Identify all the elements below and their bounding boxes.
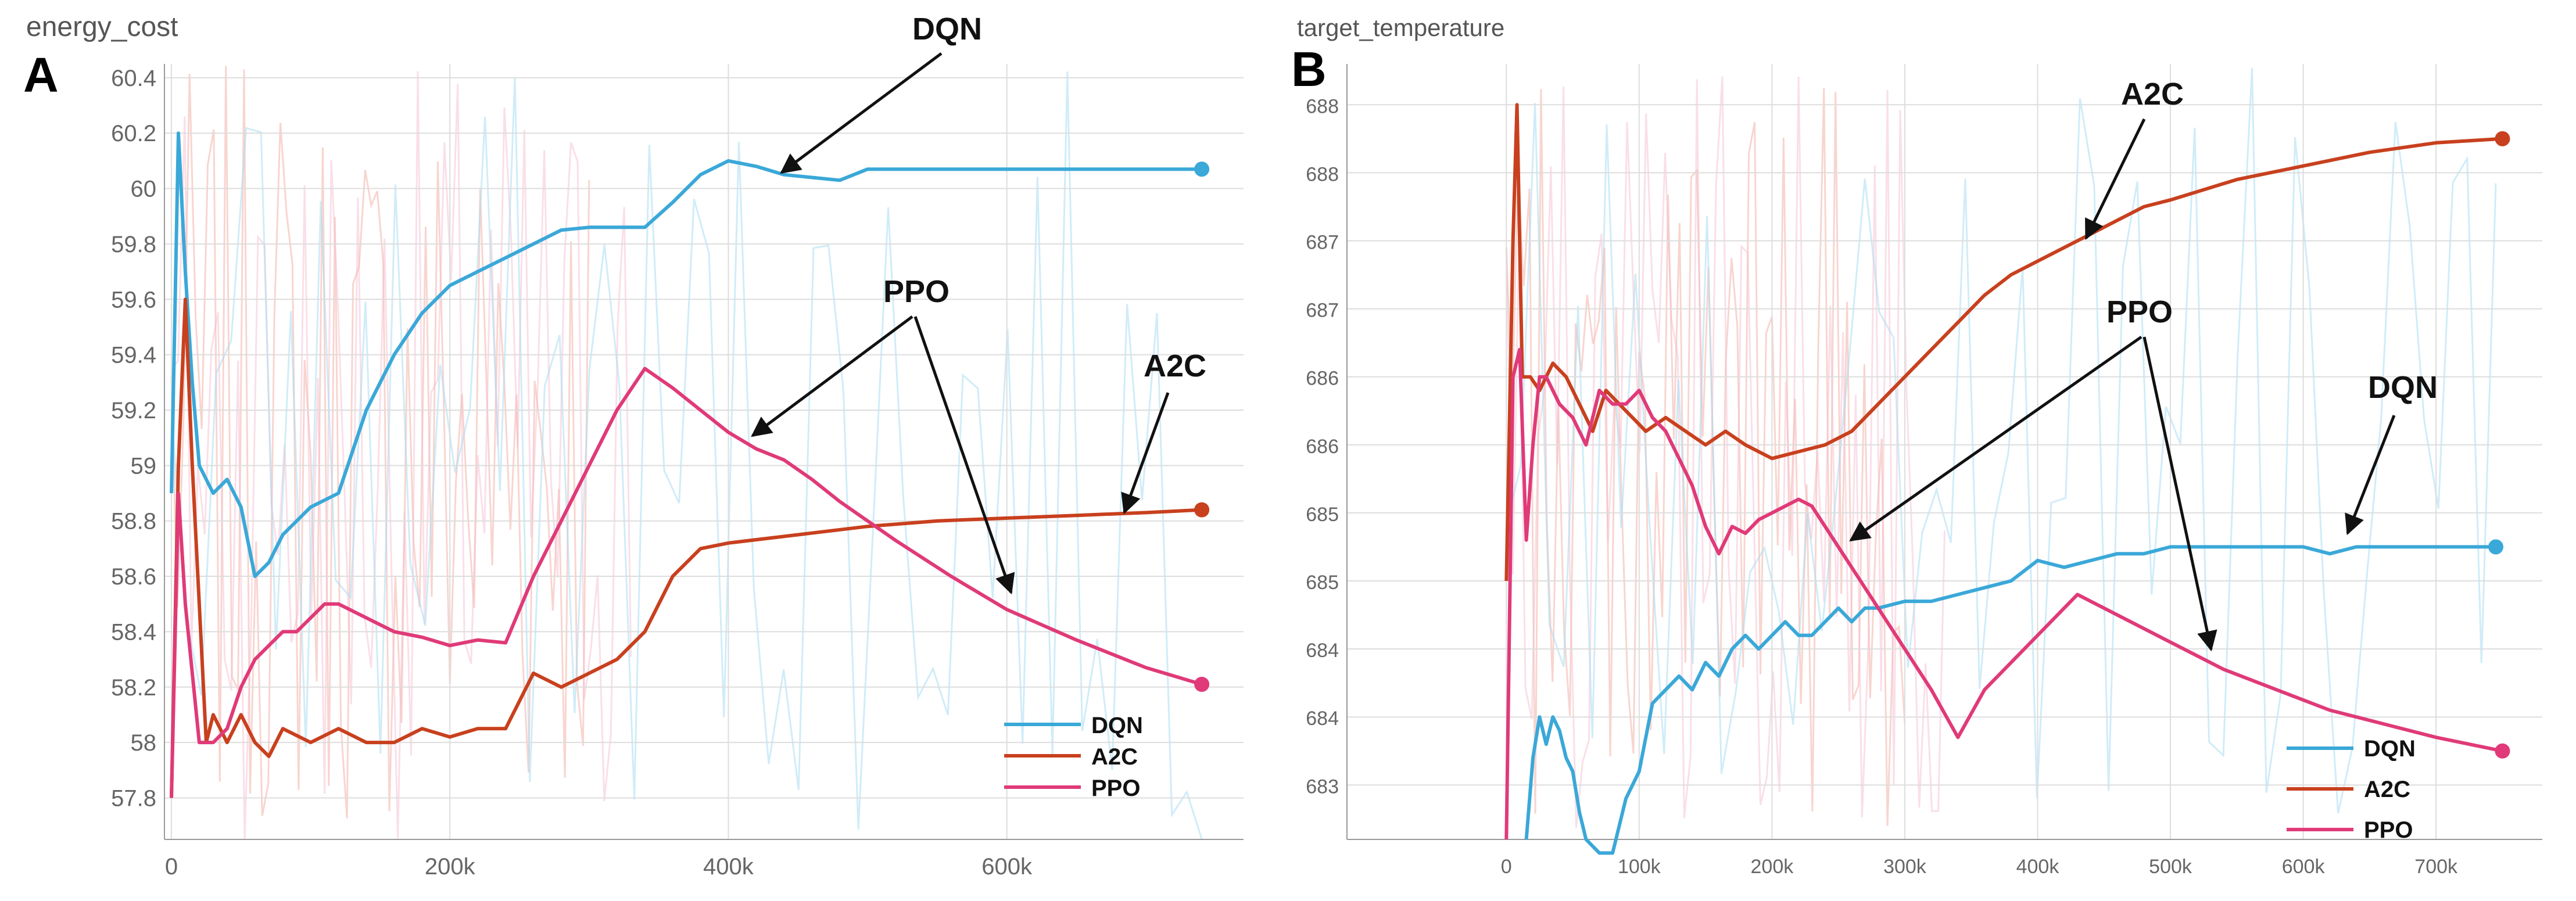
annotation-a-dqn: DQN [912,12,982,46]
series-line-a2c [1504,103,2503,581]
panel-b-letter: B [1291,42,1327,96]
y-tick-label: 60.4 [111,66,156,91]
series-lines-a [170,131,1210,798]
series-lines-b [1504,103,2510,855]
y-tick-label: 688 [1306,163,1339,185]
annotation-a-ppo: PPO [883,274,950,309]
legend-a-a2c-label: A2C [1091,744,1138,770]
legend-a-ppo-label: PPO [1091,776,1140,801]
series-endpoint-ppo [1194,677,1210,692]
y-tick-label: 688 [1306,95,1339,117]
y-tick-label: 59.8 [111,232,156,257]
panel-a-letter: A [23,48,59,102]
axes-a: 57.8 58 58.2 58.4 58.6 58.8 59 59.2 59.4 59.6 59.8… [111,64,1244,880]
legend-b-dqn-label: DQN [2364,736,2416,762]
x-tick-label: 400k [2016,856,2060,878]
x-tick-label: 0 [1501,856,1512,878]
annotation-arrow-b-ppo-2 [2143,336,2217,652]
annotation-b-dqn: DQN [2368,370,2438,405]
y-tick-label: 59.4 [111,343,156,368]
y-tick-label: 58.4 [111,619,156,645]
x-tick-label: 500k [2149,856,2192,878]
series-line-dqn [1524,545,2496,855]
y-tick-label: 59 [131,453,157,479]
legend-b-ppo-label: PPO [2364,817,2413,843]
y-tick-label: 58.2 [111,675,156,701]
annotation-arrow-a-dqn [780,52,943,174]
annotation-arrow-b-dqn [2345,415,2396,536]
noise-trace-dqn [1505,67,2497,814]
chart-b-title: target_temperature [1297,14,1504,41]
y-tick-label: 685 [1306,504,1339,526]
y-tick-label: 684 [1306,708,1339,730]
legend-b: DQN A2C PPO [2287,736,2416,843]
series-line-dqn [170,131,1202,579]
x-tick-label: 200k [1751,856,1794,878]
y-tick-label: 58.8 [111,509,156,534]
noise-trace-a2c [1505,88,1906,826]
annotation-b-ppo: PPO [2106,295,2173,329]
y-tick-label: 686 [1306,368,1339,390]
series-endpoint-dqn [2488,539,2504,555]
series-endpoint-dqn [1194,161,1210,177]
grid-b [1347,64,2542,839]
panel-b: target_temperature B 6836846846856856866… [1291,14,2542,878]
x-tick-label: 600k [981,854,1033,880]
y-tick-label: 60 [131,177,157,202]
legend-a-dqn-label: DQN [1091,713,1143,738]
y-tick-label: 683 [1306,776,1339,798]
y-tick-label: 59.6 [111,287,156,313]
series-line-a2c [170,297,1202,798]
legend-b-a2c-label: A2C [2364,777,2410,802]
chart-a-title: energy_cost [26,12,178,42]
x-tick-label: 100k [1618,856,1661,878]
y-tick-label: 687 [1306,231,1339,253]
annotation-arrow-a-ppo-1 [751,315,913,437]
x-tick-label: 300k [1883,856,1927,878]
y-tick-label: 59.2 [111,398,156,423]
legend-a: DQN A2C PPO [1004,713,1143,801]
annotation-arrow-b-a2c [2084,118,2146,240]
series-line-ppo [170,367,1202,798]
y-tick-label: 58.6 [111,564,156,590]
x-tick-label: 400k [703,854,754,880]
annotation-arrow-a-ppo-2 [913,316,1015,595]
series-line-ppo [1504,347,2503,840]
series-endpoint-a2c [1194,502,1210,518]
y-tick-label: 685 [1306,572,1339,594]
annotation-b-a2c: A2C [2121,77,2184,112]
annotation-a-a2c: A2C [1144,349,1206,383]
noise-trace-ppo [1505,76,1946,828]
panel-a: energy_cost A 57.8 58 58.2 58.4 58.6 58.8 59 59… [23,12,1244,880]
series-endpoint-ppo [2495,743,2510,759]
noise-trace-dqn [170,71,1203,839]
y-tick-label: 57.8 [111,785,156,811]
x-tick-label: 700k [2414,856,2458,878]
x-tick-label: 0 [165,854,178,880]
noise-traces-b [1505,67,2497,828]
axes-b: 683 684 684 685 685 686 686 687 687 688 688 0 100k 20… [1306,64,2542,878]
y-tick-label: 60.2 [111,121,156,146]
noise-trace-a2c [170,66,590,819]
y-tick-label: 686 [1306,436,1339,458]
x-tick-label: 600k [2282,856,2326,878]
y-tick-label: 684 [1306,640,1339,662]
series-endpoint-a2c [2495,131,2510,146]
annotation-arrow-b-ppo-1 [1849,335,2143,542]
y-tick-label: 687 [1306,300,1339,322]
annotation-arrow-a-a2c [1121,392,1170,515]
x-tick-label: 200k [425,854,476,880]
y-tick-label: 58 [131,730,157,756]
